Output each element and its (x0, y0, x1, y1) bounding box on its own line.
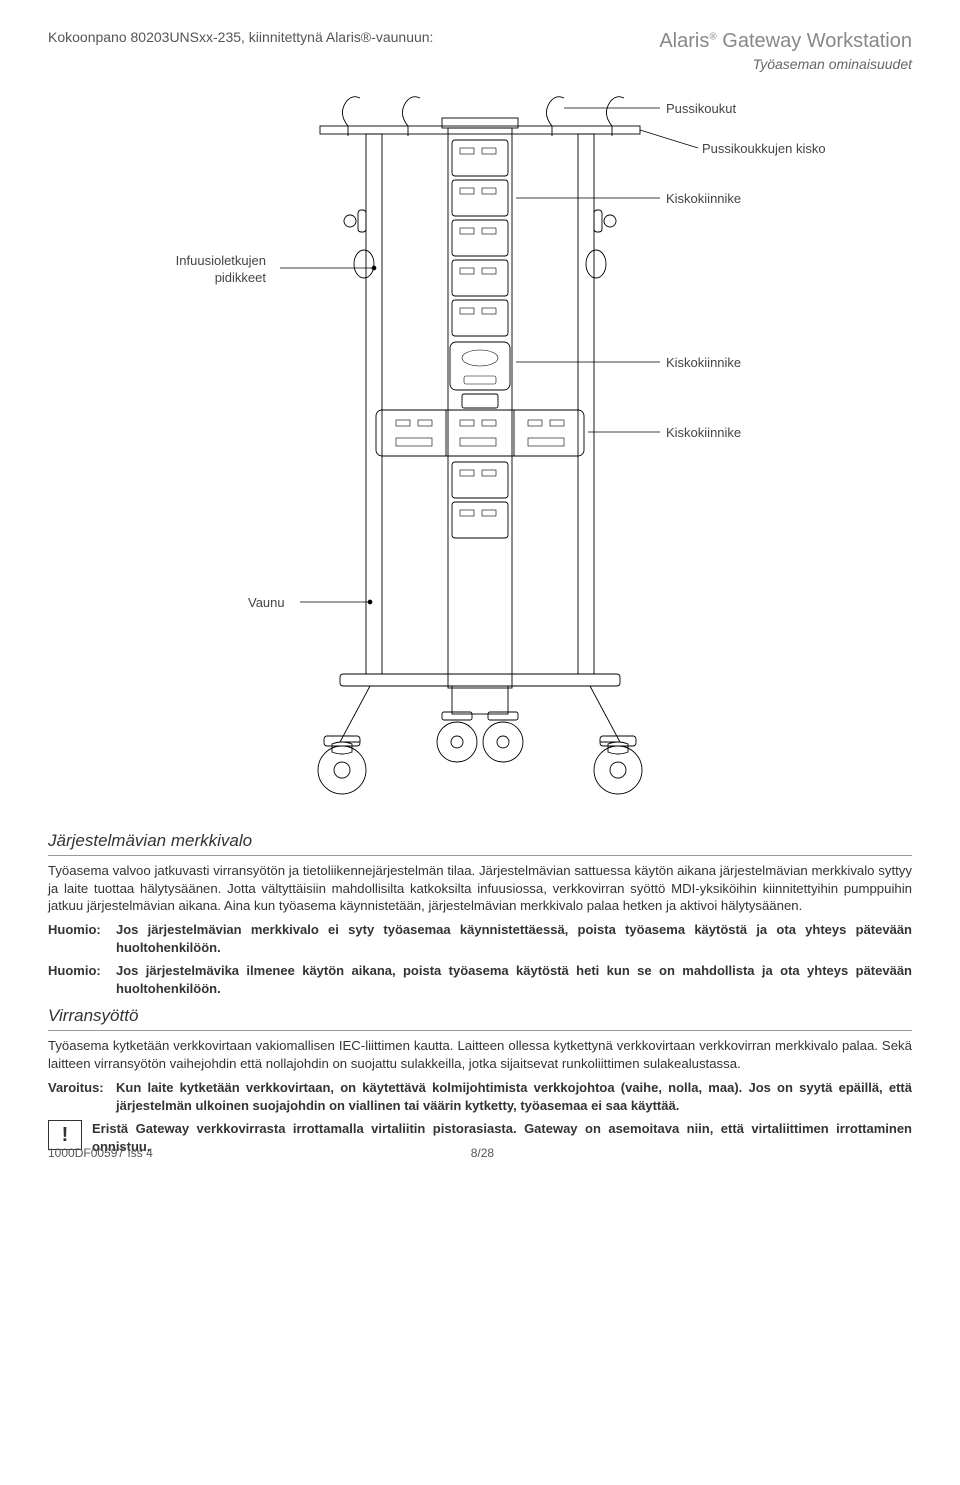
huomio-text-2: Jos järjestelmävika ilmenee käytön aikan… (116, 962, 912, 997)
callout-pussikoukut: Pussikoukut (666, 100, 736, 118)
callout-kiskokiinnike-1: Kiskokiinnike (666, 190, 741, 208)
huomio-text-1: Jos järjestelmävian merkkivalo ei syty t… (116, 921, 912, 956)
huomio-label-1: Huomio: (48, 921, 116, 956)
diagram-area: Pussikoukut Pussikoukkujen kisko Kiskoki… (48, 82, 912, 822)
brand-reg: ® (709, 31, 716, 42)
callout-pussikoukkujen-kisko: Pussikoukkujen kisko (702, 140, 826, 158)
huomio-row-2: Huomio: Jos järjestelmävika ilmenee käyt… (48, 962, 912, 997)
page-footer: 1000DF00597 Iss 4 8/28 (0, 1145, 960, 1161)
varoitus-label: Varoitus: (48, 1079, 116, 1114)
varoitus-row: Varoitus: Kun laite kytketään verkkovirt… (48, 1079, 912, 1114)
section-merkkivalo-title: Järjestelmävian merkkivalo (48, 830, 912, 856)
brand-main: Alaris (659, 30, 709, 52)
footer-spacer (812, 1145, 912, 1161)
callout-infuusioletkujen-l1: Infuusioletkujen (176, 253, 266, 268)
footer-doc: 1000DF00597 Iss 4 (48, 1145, 153, 1161)
virransyotto-p1: Työasema kytketään verkkovirtaan vakioma… (48, 1037, 912, 1073)
merkkivalo-p1: Työasema valvoo jatkuvasti virransyötön … (48, 862, 912, 915)
footer-page: 8/28 (153, 1145, 812, 1161)
callout-kiskokiinnike-2: Kiskokiinnike (666, 354, 741, 372)
callout-vaunu: Vaunu (248, 594, 285, 612)
brand-line: Alaris® Gateway Workstation (659, 28, 912, 55)
header-right: Alaris® Gateway Workstation Työaseman om… (659, 28, 912, 74)
brand-rest: Gateway Workstation (717, 30, 912, 52)
workstation-diagram (220, 82, 740, 822)
callout-infuusioletkujen: Infuusioletkujen pidikkeet (76, 252, 266, 287)
huomio-label-2: Huomio: (48, 962, 116, 997)
varoitus-text: Kun laite kytketään verkkovirtaan, on kä… (116, 1079, 912, 1114)
callout-kiskokiinnike-3: Kiskokiinnike (666, 424, 741, 442)
callout-infuusioletkujen-l2: pidikkeet (215, 270, 266, 285)
page-header: Kokoonpano 80203UNSxx-235, kiinnitettynä… (48, 28, 912, 74)
config-line: Kokoonpano 80203UNSxx-235, kiinnitettynä… (48, 28, 433, 47)
huomio-row-1: Huomio: Jos järjestelmävian merkkivalo e… (48, 921, 912, 956)
section-virransyotto-title: Virransyöttö (48, 1005, 912, 1031)
brand-sub: Työaseman ominaisuudet (659, 55, 912, 74)
